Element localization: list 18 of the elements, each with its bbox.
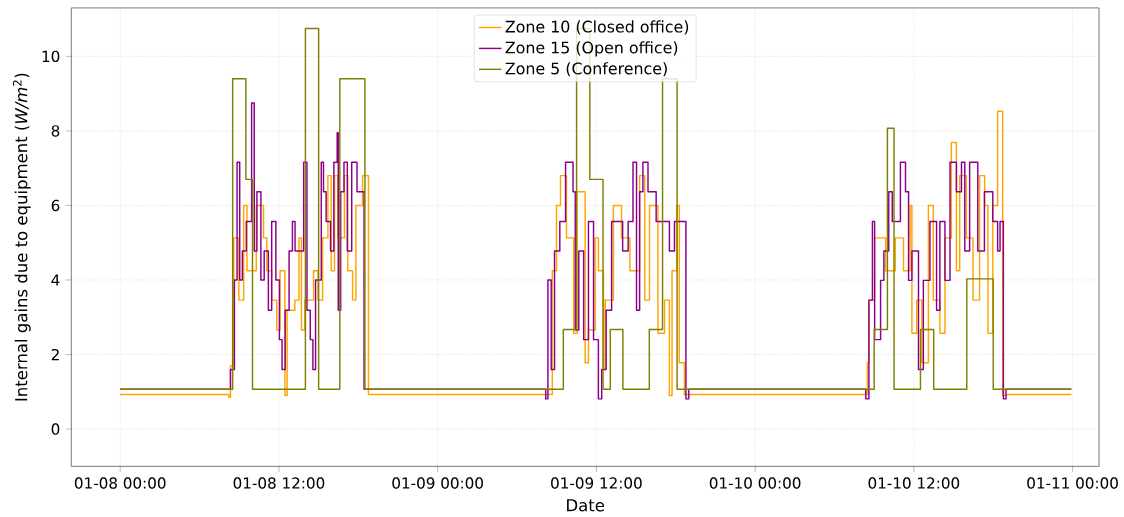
y-tick-label: 2 bbox=[51, 348, 59, 361]
legend-label: Zone 15 (Open office) bbox=[505, 41, 678, 57]
x-tick-label: 01-08 00:00 bbox=[74, 477, 166, 489]
x-tick-label: 01-10 12:00 bbox=[868, 477, 960, 489]
y-tick-label: 4 bbox=[51, 274, 60, 286]
legend-label: Zone 5 (Conference) bbox=[505, 62, 667, 77]
y-tick-label: 8 bbox=[51, 125, 60, 137]
x-axis-title: Date bbox=[567, 499, 605, 512]
y-tick-label: 0 bbox=[51, 423, 60, 435]
x-tick-label: 01-10 00:00 bbox=[709, 477, 801, 489]
y-tick-label: 6 bbox=[51, 199, 60, 212]
x-tick-label: 01-09 00:00 bbox=[392, 477, 483, 489]
y-tick-label: 10 bbox=[42, 50, 60, 63]
x-tick-label: 01-08 12:00 bbox=[233, 477, 325, 489]
legend-label: Zone 10 (Closed office) bbox=[505, 20, 689, 35]
y-axis-title: Internal gains due to equipment (W/m$^{2}$) bbox=[12, 73, 31, 401]
x-tick-label: 01-11 00:00 bbox=[1027, 477, 1118, 489]
x-tick-label: 01-09 12:00 bbox=[551, 477, 642, 489]
